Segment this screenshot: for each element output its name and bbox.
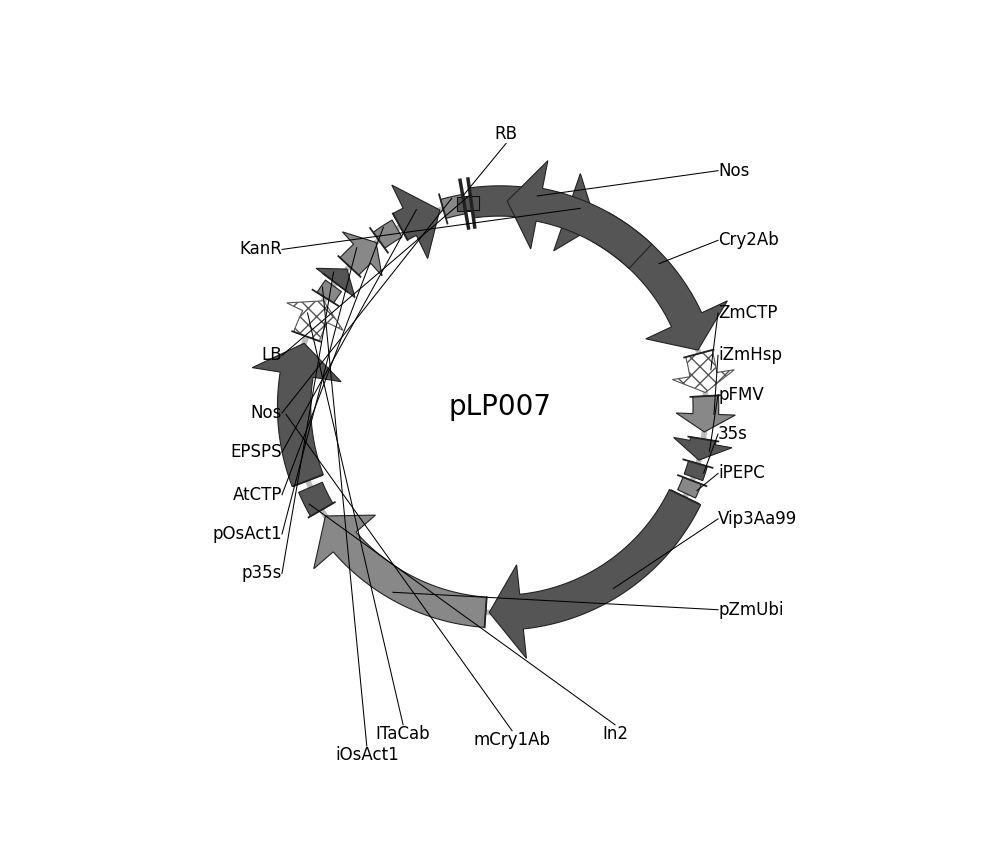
Text: pOsAct1: pOsAct1 bbox=[212, 525, 282, 543]
Text: 35s: 35s bbox=[718, 425, 748, 443]
Bar bbox=[464, 196, 479, 210]
Text: ITaCab: ITaCab bbox=[376, 725, 430, 743]
Text: p35s: p35s bbox=[242, 565, 282, 582]
Polygon shape bbox=[314, 515, 487, 627]
Text: KanR: KanR bbox=[239, 241, 282, 258]
Polygon shape bbox=[316, 268, 355, 298]
Text: LB: LB bbox=[261, 346, 282, 365]
Polygon shape bbox=[469, 174, 597, 251]
Polygon shape bbox=[674, 437, 732, 460]
Text: pFMV: pFMV bbox=[718, 386, 764, 403]
Text: Cry2Ab: Cry2Ab bbox=[718, 231, 779, 249]
Text: pLP007: pLP007 bbox=[448, 392, 552, 421]
Text: Nos: Nos bbox=[718, 162, 749, 180]
Polygon shape bbox=[287, 300, 343, 341]
Polygon shape bbox=[373, 220, 402, 248]
Text: ZmCTP: ZmCTP bbox=[718, 304, 778, 322]
Polygon shape bbox=[441, 194, 466, 219]
Text: pZmUbi: pZmUbi bbox=[718, 601, 784, 619]
Text: Vip3Aa99: Vip3Aa99 bbox=[718, 510, 797, 528]
Polygon shape bbox=[489, 490, 701, 658]
Polygon shape bbox=[672, 350, 734, 392]
Text: mCry1Ab: mCry1Ab bbox=[474, 731, 551, 749]
Polygon shape bbox=[340, 232, 382, 276]
Polygon shape bbox=[507, 160, 652, 268]
Text: RB: RB bbox=[495, 126, 518, 143]
Polygon shape bbox=[592, 212, 727, 350]
Bar bbox=[457, 197, 472, 211]
Text: AtCTP: AtCTP bbox=[232, 485, 282, 504]
Polygon shape bbox=[678, 477, 701, 498]
Polygon shape bbox=[252, 344, 341, 487]
Polygon shape bbox=[676, 395, 735, 432]
Text: Nos: Nos bbox=[251, 404, 282, 422]
Text: EPSPS: EPSPS bbox=[230, 443, 282, 462]
Polygon shape bbox=[317, 280, 341, 303]
Text: In2: In2 bbox=[602, 725, 628, 743]
Polygon shape bbox=[392, 185, 440, 258]
Text: iZmHsp: iZmHsp bbox=[718, 346, 782, 365]
Text: iPEPC: iPEPC bbox=[718, 464, 765, 483]
Polygon shape bbox=[299, 482, 333, 517]
Text: iOsAct1: iOsAct1 bbox=[335, 746, 399, 764]
Polygon shape bbox=[684, 461, 707, 480]
